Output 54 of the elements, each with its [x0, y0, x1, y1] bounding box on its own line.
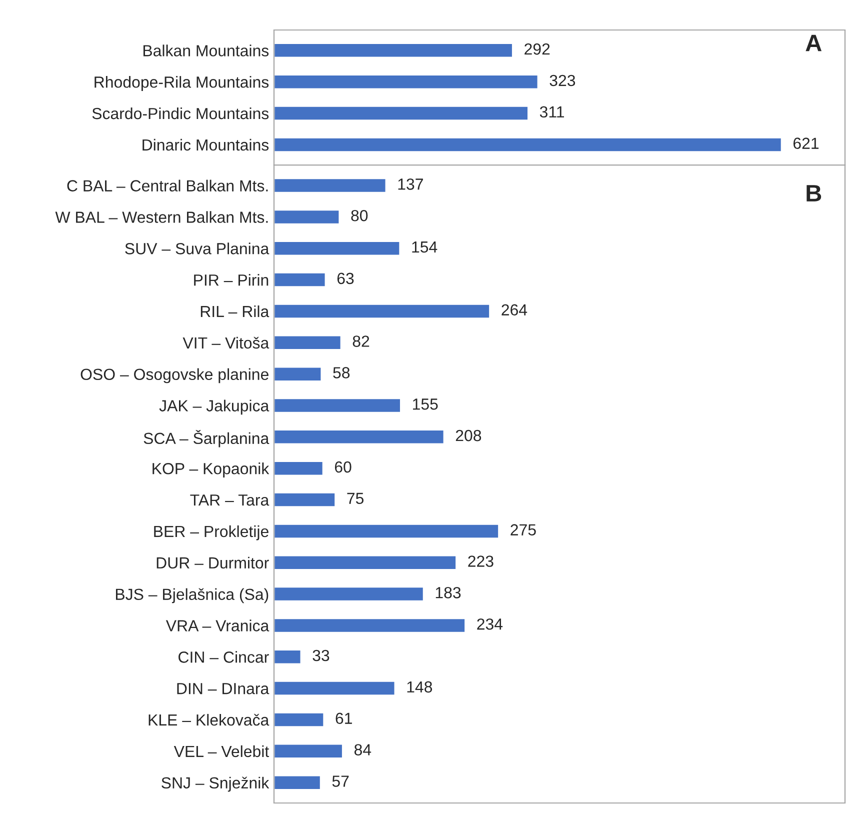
data-label: 311	[540, 106, 564, 118]
bar	[274, 42, 514, 58]
y-tick-label: DIN – DInara	[177, 683, 270, 694]
y-tick-label: Dinaric Mountains	[142, 138, 269, 151]
y-tick-label: VRA – Vranica	[166, 620, 270, 632]
y-tick-label: KOP – Kopaonik	[152, 462, 270, 478]
data-label: 155	[413, 398, 438, 410]
y-tick-label: TAR – Tara	[190, 494, 270, 506]
data-label: 208	[456, 430, 482, 442]
data-label: 84	[354, 744, 372, 756]
y-tick-label: Scardo-Pindic Mountains	[92, 107, 269, 120]
y-tick-label: SNJ – Snježnik	[162, 776, 270, 792]
data-label: 323	[550, 74, 576, 86]
y-tick-label: W BAL – Western Balkan Mts.	[55, 211, 268, 223]
data-label: 183	[436, 587, 461, 598]
y-tick-label: PIR – Pirin	[194, 274, 268, 286]
data-label: 621	[793, 138, 819, 149]
y-tick-label: VIT – Vitoša	[182, 336, 270, 349]
data-label: 154	[412, 242, 438, 253]
y-tick-label: KLE – Klekovača	[148, 714, 270, 726]
data-label: 63	[337, 272, 354, 284]
data-label: 75	[347, 492, 364, 504]
y-tick-label: RIL – Rila	[200, 305, 270, 318]
data-label: 234	[477, 618, 503, 630]
data-label: 223	[468, 556, 494, 567]
y-tick-label: SUV – Suva Planina	[125, 242, 270, 254]
data-label: 58	[333, 367, 350, 378]
data-label: 137	[398, 178, 423, 190]
y-tick-label: BER – Prokletije	[154, 525, 268, 540]
data-label: 80	[351, 210, 368, 222]
data-label: 82	[352, 336, 370, 347]
text: A	[806, 34, 822, 52]
data-label: 275	[510, 524, 536, 536]
data-label: 33	[312, 650, 330, 662]
data-label: 292	[524, 43, 550, 55]
data-label: 148	[407, 681, 432, 693]
data-label: 60	[334, 461, 352, 473]
y-tick-label: CIN – Cincar	[178, 651, 269, 663]
y-tick-label: Rhodope-Rila Mountains	[94, 76, 269, 91]
y-tick-label: JAK – Jakupica	[159, 400, 270, 415]
bar	[274, 136, 782, 152]
bar	[274, 106, 529, 122]
data-label: 264	[502, 304, 528, 316]
y-tick-label: Balkan Mountains	[143, 44, 269, 56]
y-tick-label: C BAL – Central Balkan Mts.	[67, 180, 268, 192]
y-tick-label: OSO – Osogovske planine	[80, 368, 268, 384]
y-tick-label: SCA – Šarplanina	[144, 430, 270, 448]
y-tick-label: VEL – Velebit	[174, 745, 270, 758]
data-label: 61	[336, 712, 352, 724]
y-tick-label: BJS – Bjelašnica (Sa)	[116, 588, 268, 604]
data-label: 57	[332, 776, 349, 787]
y-tick-label: DUR – Durmitor	[156, 556, 269, 569]
text: B	[806, 185, 822, 202]
bar	[274, 74, 539, 90]
